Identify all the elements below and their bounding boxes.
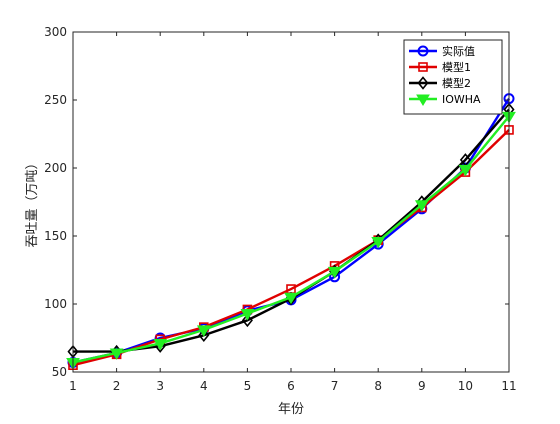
- data-point: [284, 292, 298, 305]
- data-point: [241, 313, 253, 328]
- legend-entry: IOWHA: [409, 93, 481, 106]
- series-layer: [66, 93, 516, 371]
- y-tick-label: 100: [44, 297, 67, 311]
- data-point: [327, 266, 342, 279]
- series-line: [72, 129, 510, 367]
- data-point: [458, 164, 473, 177]
- legend-entry: 模型2: [409, 76, 471, 90]
- legend-label: 模型2: [442, 76, 471, 90]
- y-axis-label: 吞吐量（万吨）: [25, 156, 40, 247]
- x-tick-label: 2: [113, 379, 121, 393]
- data-point: [371, 236, 386, 249]
- y-tick-label: 250: [44, 93, 67, 107]
- data-point: [240, 309, 255, 321]
- x-tick-label: 6: [287, 379, 295, 393]
- y-tick-label: 50: [52, 365, 67, 379]
- series-3: [66, 111, 516, 370]
- y-tick-label: 200: [44, 161, 67, 175]
- x-tick-label: 1: [69, 379, 77, 393]
- x-tick-label: 8: [374, 379, 382, 393]
- x-tick-label: 7: [331, 379, 339, 393]
- y-tick-label: 150: [44, 229, 67, 243]
- x-tick-label: 10: [458, 379, 473, 393]
- legend-marker: [416, 94, 430, 106]
- x-tick-label: 9: [418, 379, 426, 393]
- y-tick-label: 300: [44, 25, 67, 39]
- x-tick-label: 4: [200, 379, 208, 393]
- legend-marker: [417, 76, 429, 90]
- legend-label: 实际值: [442, 44, 475, 58]
- x-tick-label: 3: [156, 379, 164, 393]
- legend-entry: 实际值: [409, 44, 475, 58]
- legend-entry: 模型1: [409, 60, 471, 74]
- legend-box: [403, 39, 503, 115]
- ticks-layer: 1 2 3 4 5 6 7 8 9 10 11 50 100 150 200 250 300: [44, 25, 517, 393]
- x-axis-label: 年份: [278, 402, 304, 417]
- data-point: [153, 338, 168, 351]
- legend-label: IOWHA: [442, 93, 481, 106]
- data-point: [109, 348, 124, 360]
- legend-marker: [418, 62, 428, 72]
- x-tick-label: 11: [501, 379, 516, 393]
- x-tick-label: 5: [244, 379, 252, 393]
- data-point: [196, 325, 211, 337]
- data-point: [198, 328, 210, 343]
- legend-label: 模型1: [442, 60, 471, 74]
- legend-marker: [417, 45, 429, 57]
- data-point: [414, 200, 429, 212]
